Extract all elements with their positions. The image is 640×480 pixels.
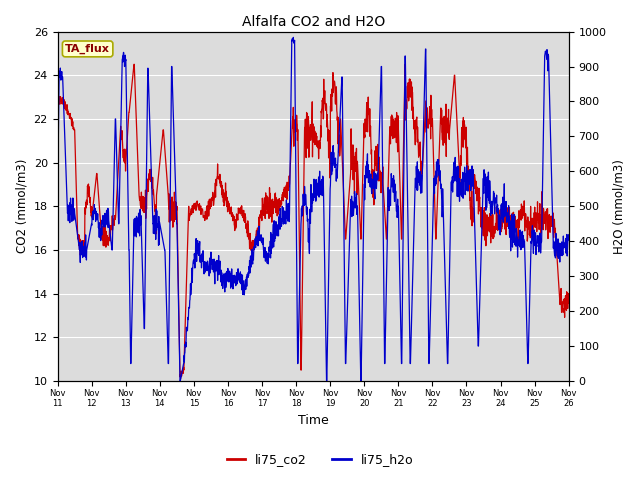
li75_h2o (565, 232, 573, 238)
Legend: li75_co2, li75_h2o: li75_co2, li75_h2o (221, 448, 419, 471)
Title: Alfalfa CO2 and H2O: Alfalfa CO2 and H2O (241, 15, 385, 29)
li75_h2o (80, 244, 88, 250)
Line: li75_h2o: li75_h2o (58, 37, 569, 381)
li75_co2 (54, 91, 61, 96)
Text: TA_flux: TA_flux (65, 44, 110, 54)
li75_h2o (289, 35, 297, 40)
li75_co2 (550, 216, 558, 222)
li75_h2o (289, 37, 296, 43)
li75_co2 (550, 220, 558, 226)
li75_h2o (303, 211, 310, 217)
Line: li75_co2: li75_co2 (58, 64, 569, 379)
X-axis label: Time: Time (298, 414, 328, 427)
li75_h2o (457, 192, 465, 198)
Y-axis label: H2O (mmol/m3): H2O (mmol/m3) (612, 159, 625, 254)
li75_co2 (130, 61, 138, 67)
li75_co2 (80, 238, 88, 244)
li75_co2 (565, 299, 573, 304)
li75_co2 (289, 125, 297, 131)
li75_h2o (54, 204, 61, 209)
li75_h2o (176, 378, 184, 384)
li75_h2o (550, 247, 558, 253)
li75_co2 (177, 376, 184, 382)
li75_h2o (550, 250, 558, 255)
Y-axis label: CO2 (mmol/m3): CO2 (mmol/m3) (15, 159, 28, 253)
li75_co2 (457, 153, 465, 158)
li75_co2 (303, 109, 310, 115)
